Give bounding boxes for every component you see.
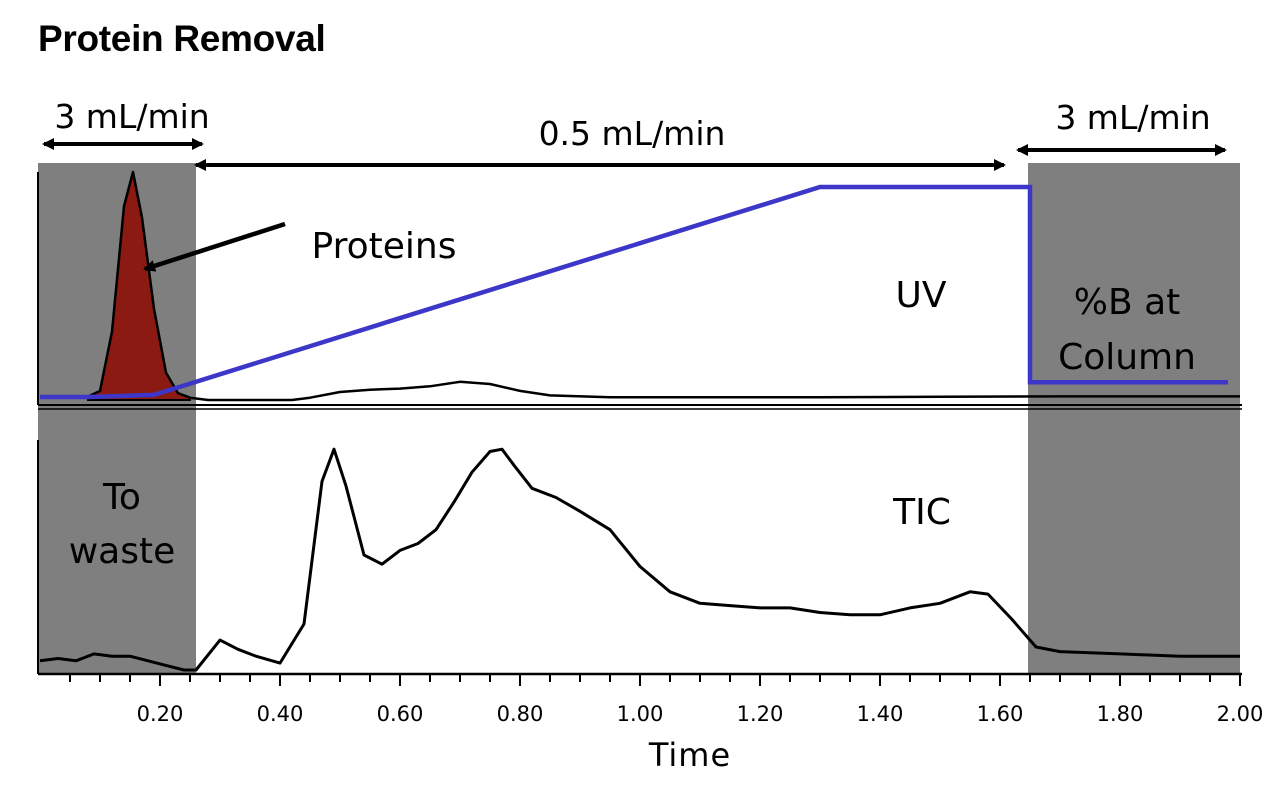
tic-label: TIC [892, 492, 951, 533]
flow-mid-label: 0.5 mL/min [539, 114, 726, 153]
chart-title: Protein Removal [38, 18, 326, 59]
uv-label: UV [896, 275, 947, 316]
waste-label-line1: To [102, 477, 141, 518]
proteins-pointer-arrow [143, 221, 286, 272]
x-tick-label: 0.60 [377, 702, 424, 726]
flow-left-label: 3 mL/min [54, 97, 209, 136]
x-tick-label: 2.00 [1217, 702, 1264, 726]
shaded-region-1 [38, 163, 196, 674]
x-tick-label: 1.00 [617, 702, 664, 726]
percent-b-trace [40, 184, 1228, 400]
series [39, 170, 1240, 672]
x-tick-label: 1.20 [737, 702, 784, 726]
x-axis-title: Time [648, 736, 731, 774]
waste-label-line2: waste [69, 531, 176, 572]
x-tick-label: 0.20 [137, 702, 184, 726]
x-tick-label: 0.80 [497, 702, 544, 726]
percent-b-label-line1: %B at [1074, 282, 1181, 323]
flow-arrows [42, 138, 1227, 272]
uv-trace [40, 170, 1240, 402]
x-tick-label: 1.80 [1097, 702, 1144, 726]
x-minor-ticks [69, 674, 1241, 686]
x-tick-label: 1.60 [977, 702, 1024, 726]
shaded-regions [38, 163, 1240, 674]
axes [37, 172, 1242, 676]
shaded-region-2 [1028, 163, 1240, 674]
percent-b-label-line2: Column [1058, 337, 1196, 378]
tic-trace [39, 447, 1240, 672]
flow-right-label: 3 mL/min [1055, 98, 1210, 137]
x-tick-label: 1.40 [857, 702, 904, 726]
x-tick-label: 0.40 [257, 702, 304, 726]
x-tick-labels: 0.20 0.40 0.60 0.80 1.00 1.20 1.40 1.60 1.80 2.00 [137, 702, 1264, 726]
proteins-label: Proteins [312, 226, 457, 267]
